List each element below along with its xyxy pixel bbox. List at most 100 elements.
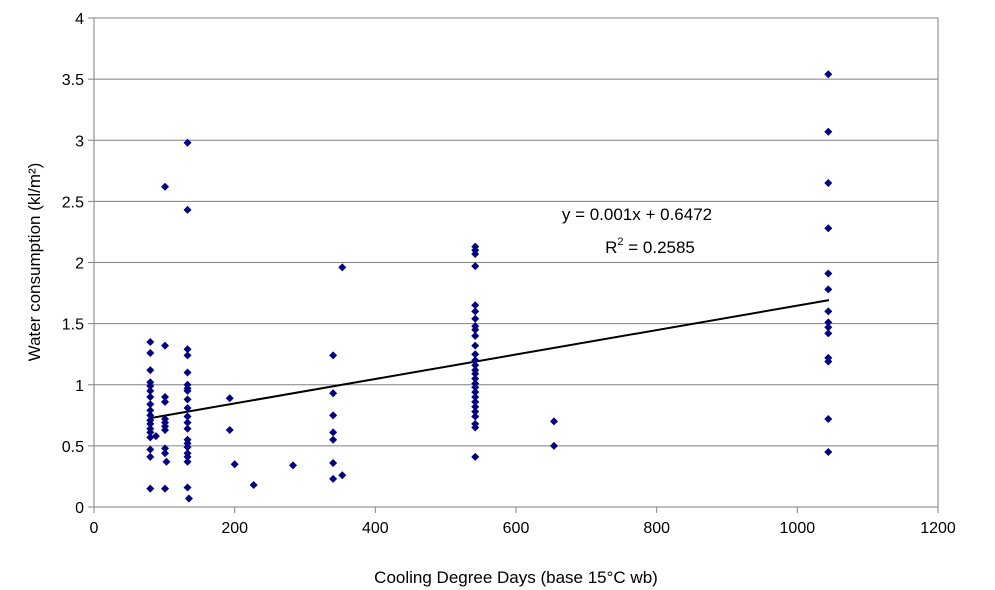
data-point [161,392,170,401]
data-point [471,407,480,416]
data-point [824,285,833,294]
data-point [161,444,170,453]
data-point [471,402,480,411]
data-point [471,314,480,323]
data-point [225,394,234,403]
trendline-equation: y = 0.001x + 0.6472 [562,205,712,224]
data-point [146,366,155,375]
y-axis-title: Water consumption (kl/m²) [25,163,44,362]
x-tick-label: 600 [503,520,530,537]
data-point [161,449,170,458]
data-point [824,414,833,423]
data-point [183,418,192,427]
y-tick-label: 3 [75,133,84,150]
data-point [183,395,192,404]
data-point [161,484,170,493]
data-point [146,428,155,437]
data-point [183,403,192,412]
trendline [150,299,830,420]
data-point [329,458,338,467]
data-point [249,480,258,489]
data-point [471,374,480,383]
data-point [471,383,480,392]
r2-superscript: 2 [617,236,623,248]
x-tick-label: 200 [221,520,248,537]
data-point [824,357,833,366]
y-tick-label: 1.5 [62,317,84,334]
data-point [289,461,298,470]
data-point [183,483,192,492]
data-point [824,447,833,456]
data-point [824,70,833,79]
data-point [824,269,833,278]
data-point [225,425,234,434]
data-point [338,471,347,480]
data-point [471,361,480,370]
data-point [471,412,480,421]
data-point [161,341,170,350]
data-point [183,412,192,421]
data-point [151,432,160,441]
data-point [471,249,480,258]
trendline-r-squared: R2 = 0.2585 [605,236,695,257]
data-point [471,350,480,359]
y-tick-label: 3.5 [62,72,84,89]
data-point [338,263,347,272]
data-point [161,425,170,434]
data-point [146,419,155,428]
y-tick-label: 2 [75,256,84,273]
r2-suffix: = 0.2585 [624,238,695,257]
data-points [146,70,833,503]
data-point [471,307,480,316]
x-tick-label: 0 [90,520,99,537]
data-point [471,356,480,365]
data-point [471,325,480,334]
data-point [471,369,480,378]
data-point [183,351,192,360]
data-point [824,318,833,327]
y-tick-label: 0.5 [62,439,84,456]
data-point [146,452,155,461]
data-point [824,323,833,332]
data-point [183,386,192,395]
data-point [471,341,480,350]
data-point [162,457,171,466]
x-axis-title: Cooling Degree Days (base 15°C wb) [374,568,658,587]
data-point [146,337,155,346]
y-tick-label: 2.5 [62,194,84,211]
data-point [146,411,155,420]
data-point [329,389,338,398]
data-point [183,138,192,147]
data-point [183,452,192,461]
data-point [824,307,833,316]
data-point [146,392,155,401]
data-point [146,348,155,357]
data-point [471,397,480,406]
data-point [549,441,558,450]
x-tick-label: 800 [643,520,670,537]
r2-prefix: R [605,238,617,257]
data-point [183,443,192,452]
data-point [146,400,155,409]
data-point [230,460,239,469]
data-point [471,301,480,310]
data-point [183,457,192,466]
data-point [184,494,193,503]
data-point [471,388,480,397]
data-point [183,205,192,214]
axes [88,17,939,513]
x-tick-label: 1000 [780,520,816,537]
data-point [471,331,480,340]
data-point [161,397,170,406]
x-tick-label: 1200 [920,520,956,537]
y-tick-label: 4 [75,11,84,28]
data-point [471,423,480,432]
data-point [824,224,833,233]
data-point [146,484,155,493]
data-point [329,411,338,420]
data-point [329,474,338,483]
data-point [471,262,480,271]
data-point [471,452,480,461]
data-point [549,417,558,426]
